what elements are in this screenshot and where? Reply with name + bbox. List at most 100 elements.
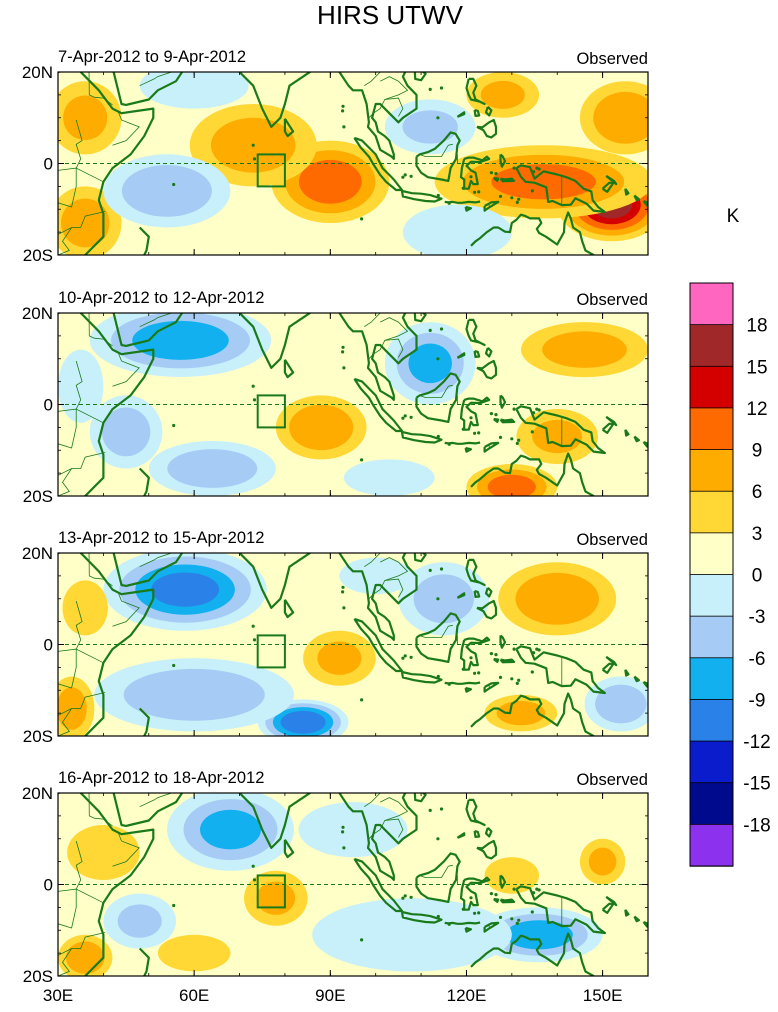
- coastline: [484, 827, 493, 838]
- coastline: [459, 636, 491, 671]
- anomaly-contour: [63, 95, 108, 141]
- coastline: [493, 418, 500, 423]
- coastline: [338, 313, 418, 401]
- coastline: [353, 617, 404, 673]
- axis-ticks: [57, 312, 649, 497]
- anomaly-contour: [67, 825, 140, 880]
- coastline: [415, 131, 461, 182]
- coastline: [400, 910, 443, 924]
- island-dot: [477, 190, 481, 194]
- country-border: [88, 72, 113, 106]
- country-border: [488, 204, 490, 207]
- colorbar-frame: [689, 282, 734, 867]
- island-dot: [512, 887, 516, 891]
- island-dot: [428, 87, 432, 91]
- colorbar-level-label: -12: [743, 732, 770, 753]
- island-dot: [512, 647, 516, 651]
- colorbar-swatch: [689, 615, 734, 659]
- coastline: [484, 347, 493, 358]
- panel-observed-label: Observed: [576, 291, 648, 309]
- anomaly-feature: [62, 580, 108, 636]
- anomaly-contour: [402, 204, 512, 255]
- anomaly-contour: [491, 164, 596, 200]
- island-dot: [447, 201, 451, 205]
- island-dot: [461, 907, 465, 911]
- colorbar-swatch: [689, 324, 734, 367]
- colorbar-level-label: 18: [746, 316, 767, 337]
- axis-ticks: [57, 552, 649, 737]
- coastline: [238, 72, 312, 129]
- island-dot: [489, 412, 493, 416]
- anomaly-contour: [595, 684, 647, 724]
- coastline: [456, 111, 466, 118]
- island-dot: [494, 172, 498, 176]
- country-border: [380, 557, 409, 581]
- panel-period-label: 13-Apr-2012 to 15-Apr-2012: [58, 529, 264, 547]
- island-dot: [512, 407, 516, 411]
- island-dot: [252, 878, 257, 882]
- island-dot: [409, 655, 413, 659]
- coastline: [456, 352, 466, 359]
- coastline: [470, 932, 596, 976]
- country-border: [380, 317, 409, 341]
- x-tick-label: 90E: [315, 986, 345, 1005]
- y-tick-label: 20N: [22, 784, 53, 803]
- coastline: [338, 553, 418, 642]
- anomaly-contour: [280, 710, 326, 734]
- colorbar-level-label: -18: [743, 815, 770, 836]
- coastline: [493, 658, 500, 664]
- country-border: [419, 384, 453, 399]
- island-dot: [473, 671, 477, 675]
- anomaly-feature: [398, 562, 490, 636]
- colorbar-units-label: K: [727, 206, 740, 227]
- coastline: [413, 793, 427, 803]
- coastline: [338, 793, 418, 882]
- anomaly-feature: [275, 395, 367, 460]
- study-box: [256, 394, 286, 429]
- y-tick-label: 0: [44, 876, 53, 895]
- coastline: [476, 839, 498, 860]
- coastline: [499, 394, 507, 409]
- island-dot: [436, 193, 440, 198]
- coastlines: [58, 553, 648, 736]
- island-dot: [469, 175, 473, 179]
- coastline: [283, 839, 295, 859]
- colorbar-swatch: [689, 407, 734, 451]
- colorbar-swatch: [689, 823, 734, 867]
- study-box: [256, 634, 286, 669]
- anomaly-contour: [256, 881, 296, 915]
- island-dot: [439, 567, 444, 571]
- island-dot: [360, 217, 364, 221]
- island-dot: [341, 104, 345, 108]
- island-dot: [498, 194, 503, 198]
- coastline: [459, 396, 491, 431]
- coastline: [413, 313, 427, 323]
- y-tick-label: 20N: [22, 63, 53, 82]
- coastline: [493, 177, 500, 182]
- anomaly-feature: [579, 81, 648, 155]
- coastline: [415, 372, 461, 423]
- island-dot: [469, 896, 473, 900]
- anomaly-feature: [103, 553, 267, 631]
- anomaly-feature: [103, 893, 176, 949]
- island-dot: [515, 441, 519, 445]
- coastline: [605, 895, 618, 907]
- anomaly-feature: [466, 72, 540, 118]
- coastline: [633, 675, 641, 683]
- anomaly-feature: [103, 154, 231, 228]
- coastline: [112, 72, 184, 107]
- country-border: [419, 624, 453, 638]
- island-dot: [515, 681, 519, 686]
- coastline: [473, 349, 481, 358]
- island-dot: [409, 174, 413, 178]
- colorbar-swatch: [689, 574, 734, 617]
- country-border: [364, 793, 381, 808]
- coastline: [470, 692, 596, 736]
- anomaly-contour: [413, 574, 474, 624]
- country-border: [321, 770, 340, 788]
- coastline: [138, 226, 150, 255]
- coastline: [605, 415, 618, 427]
- panel-observed-label: Observed: [576, 771, 648, 789]
- island-dot: [517, 678, 521, 682]
